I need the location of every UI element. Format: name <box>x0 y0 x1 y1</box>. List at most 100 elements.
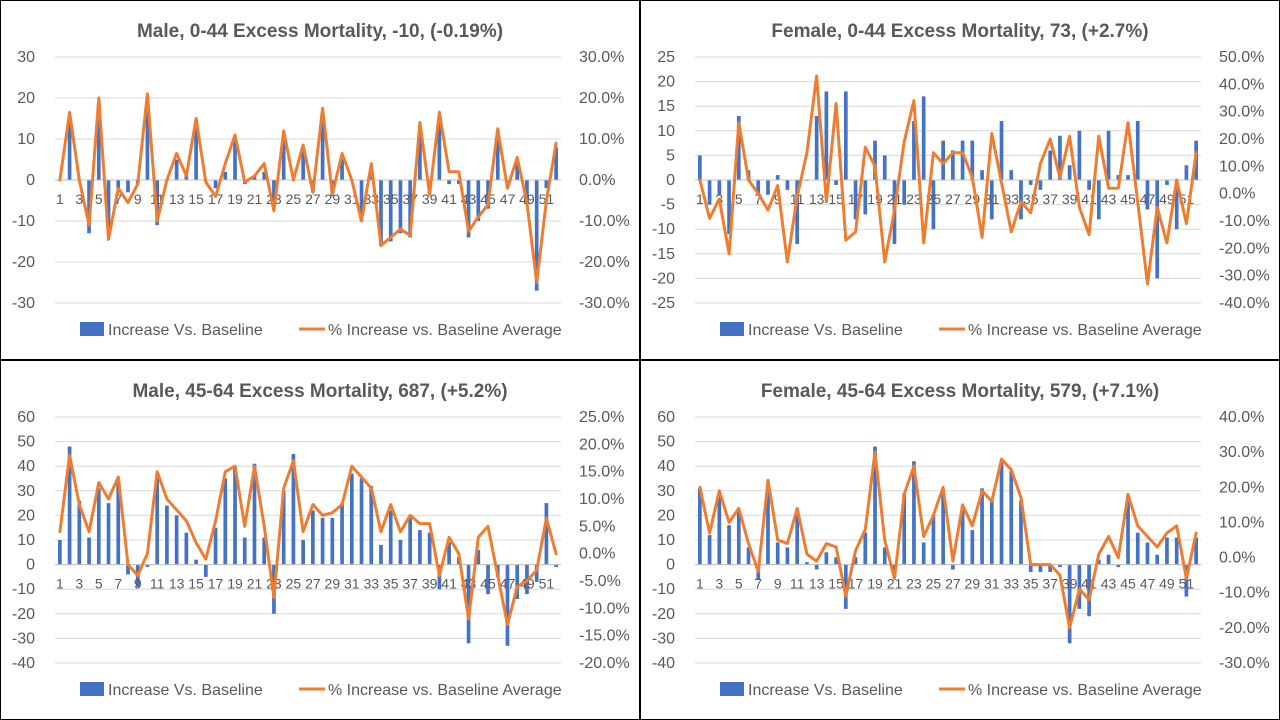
bar <box>1038 180 1043 190</box>
bar <box>766 180 770 195</box>
bar <box>775 175 780 180</box>
bar <box>1077 130 1082 180</box>
y-right-tick-label: -40.0% <box>1219 295 1270 312</box>
bar <box>814 116 819 180</box>
x-tick-label: 29 <box>965 576 981 592</box>
bar <box>834 557 838 565</box>
bar <box>698 155 702 180</box>
y-right-tick-label: -20.0% <box>579 655 630 672</box>
bar <box>340 159 344 180</box>
bar <box>126 564 130 575</box>
bar <box>921 542 926 565</box>
y-left-tick-label: -20 <box>652 270 675 287</box>
x-tick-label: 47 <box>500 576 516 592</box>
legend-line-label: % Increase vs. Baseline Average <box>968 682 1202 699</box>
bar <box>203 564 208 577</box>
bar <box>999 461 1004 565</box>
series-line <box>58 92 558 284</box>
bar <box>736 510 741 565</box>
x-tick-label: 1 <box>56 576 64 592</box>
y-right-tick-label: -5.0% <box>579 573 621 590</box>
bar <box>1087 564 1091 617</box>
bar <box>707 535 712 565</box>
bar <box>223 478 228 565</box>
chart-svg: Male, 0-44 Excess Mortality, -10, (-0.19… <box>12 21 630 339</box>
bar <box>408 517 413 565</box>
x-tick-label: 19 <box>867 191 883 207</box>
bar <box>727 180 731 235</box>
bar <box>388 180 393 242</box>
x-tick-label: 9 <box>774 576 782 592</box>
x-tick-label: 25 <box>286 191 302 207</box>
y-left-tick-label: 50 <box>17 434 35 451</box>
bar <box>785 547 790 565</box>
y-right-tick-label: -30.0% <box>1219 268 1270 285</box>
bar <box>912 120 916 180</box>
bar <box>1038 564 1043 572</box>
y-right-tick-label: 0.0% <box>579 546 615 563</box>
y-right-tick-label: -10.0% <box>1219 213 1270 230</box>
bar <box>1194 537 1198 565</box>
bar <box>466 564 471 644</box>
bar <box>272 180 276 205</box>
y-right-tick-label: 5.0% <box>579 518 615 535</box>
bar <box>544 180 549 189</box>
bar <box>1058 564 1062 568</box>
bar <box>87 537 91 565</box>
bar <box>1087 180 1091 190</box>
legend-bar-swatch <box>80 322 104 336</box>
bar <box>1028 180 1033 185</box>
bar <box>707 180 712 205</box>
x-tick-label: 49 <box>1159 576 1175 592</box>
x-tick-label: 7 <box>754 576 762 592</box>
y-left-tick-label: 15 <box>657 98 675 115</box>
bar <box>1019 180 1023 220</box>
x-tick-label: 7 <box>754 191 762 207</box>
bar <box>96 102 101 180</box>
y-right-tick-label: 50.0% <box>1219 49 1264 66</box>
bar <box>554 564 558 568</box>
bar <box>873 140 877 180</box>
bar <box>1116 175 1121 180</box>
x-tick-label: 23 <box>906 576 922 592</box>
y-right-tick-label: -20.0% <box>1219 240 1270 257</box>
x-tick-label: 27 <box>305 191 321 207</box>
y-right-tick-label: -10.0% <box>579 213 630 230</box>
bar <box>96 488 101 565</box>
chart-svg: Male, 45-64 Excess Mortality, 687, (+5.2… <box>12 381 630 699</box>
bar <box>252 175 257 180</box>
y-left-tick-label: 30 <box>17 483 35 500</box>
bar <box>824 552 829 565</box>
y-left-tick-label: 10 <box>17 131 35 148</box>
bar <box>262 171 267 180</box>
bar <box>795 512 800 565</box>
x-tick-label: 13 <box>809 191 825 207</box>
y-left-tick-label: -25 <box>652 295 675 312</box>
bar <box>1174 180 1179 230</box>
x-tick-label: 27 <box>945 576 961 592</box>
bar <box>174 515 179 565</box>
bar <box>534 564 539 582</box>
bar <box>233 139 237 180</box>
y-left-tick-label: 30 <box>657 483 675 500</box>
bar <box>834 180 838 185</box>
bar <box>281 490 286 565</box>
bar <box>213 180 218 189</box>
x-tick-label: 39 <box>1062 191 1078 207</box>
bar <box>746 547 751 565</box>
bar <box>67 446 72 565</box>
x-tick-label: 27 <box>305 576 321 592</box>
x-tick-label: 51 <box>539 576 555 592</box>
x-tick-label: 47 <box>500 191 516 207</box>
bar <box>427 532 432 565</box>
y-left-tick-label: 10 <box>657 123 675 140</box>
x-tick-label: 21 <box>247 191 263 207</box>
bar <box>456 180 461 185</box>
bar <box>805 562 809 565</box>
x-tick-label: 19 <box>867 576 883 592</box>
x-tick-label: 37 <box>402 191 418 207</box>
bar <box>902 180 907 205</box>
y-left-tick-label: 20 <box>17 507 35 524</box>
legend-bar-label: Increase Vs. Baseline <box>748 322 903 339</box>
